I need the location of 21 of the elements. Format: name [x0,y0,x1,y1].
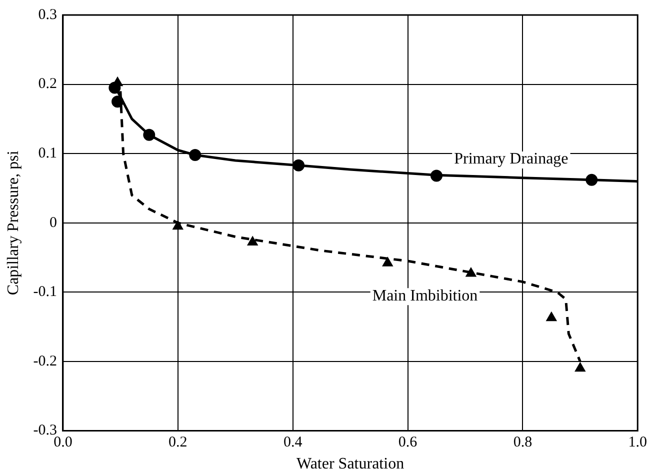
x-axis-title: Water Saturation [296,456,404,473]
y-axis-title: Capillary Pressure, psi [4,150,22,296]
point [382,257,393,266]
point [546,312,557,322]
x-tick-label: 0.6 [398,434,418,451]
point [108,82,121,94]
x-tick-label: 0.8 [513,434,532,451]
y-tick-label: 0 [49,214,57,231]
x-tick-label: 0.2 [168,434,188,451]
point [247,236,258,246]
y-tick-label: 0.2 [38,76,57,92]
x-tick-label: 0.0 [54,434,72,451]
y-tick-label: 0.1 [38,146,57,162]
x-tick-label: 0.4 [283,434,303,451]
series-label: Primary Drainage [454,150,568,168]
point [574,362,586,372]
y-tick-label: -0.2 [33,353,57,370]
y-tick-label: 0.3 [38,6,57,23]
y-tick-label: -0.1 [33,284,57,300]
series-label: Main Imbibition [372,287,478,304]
x-tick-label: 1.0 [628,434,647,451]
